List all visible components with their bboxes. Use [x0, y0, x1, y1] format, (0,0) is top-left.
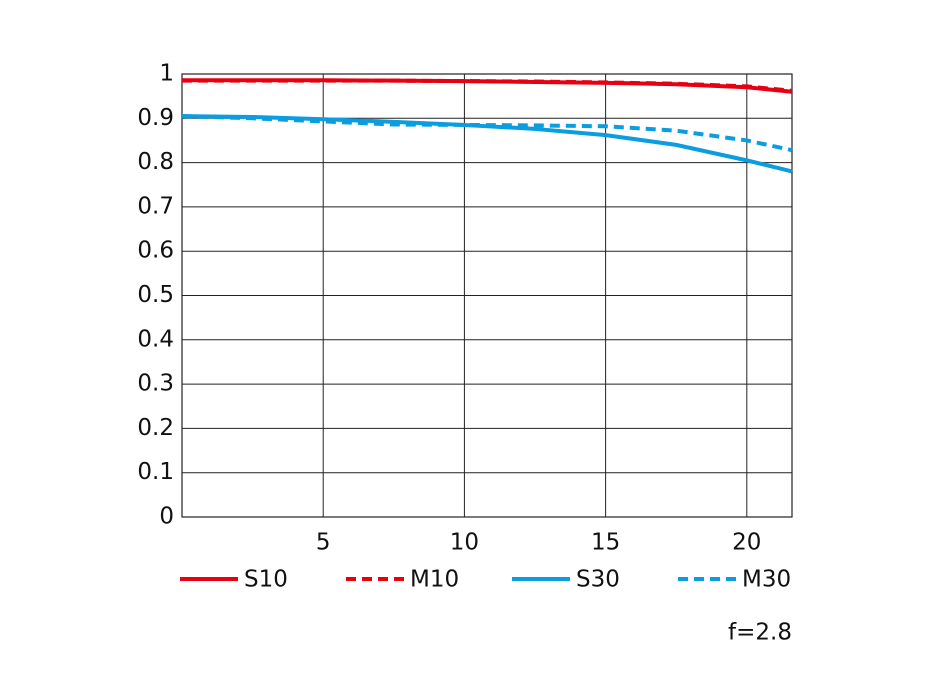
- y-tick-label: 0.2: [137, 415, 174, 441]
- y-tick-label: 0.3: [137, 371, 174, 397]
- series-line: [181, 114, 793, 153]
- y-tick-label: 0.1: [137, 459, 174, 485]
- legend-label: S10: [244, 567, 288, 593]
- y-tick-label: 0.9: [137, 105, 174, 131]
- legend-label: S30: [576, 567, 620, 593]
- y-tick-label: 0.4: [137, 326, 174, 352]
- x-tick-label: 5: [316, 530, 331, 556]
- series-line: [182, 78, 793, 93]
- y-tick-label: 0: [159, 504, 174, 530]
- x-tick-label: 10: [450, 530, 479, 556]
- legend-label: M10: [410, 567, 459, 593]
- y-tick-label: 0.7: [137, 193, 174, 219]
- x-tick-label: 20: [732, 530, 761, 556]
- y-tick-label: 0.8: [137, 149, 174, 175]
- y-tick-label: 1: [159, 61, 174, 87]
- legend-label: M30: [742, 567, 791, 593]
- y-tick-label: 0.5: [137, 282, 174, 308]
- y-tick-label: 0.6: [137, 238, 174, 264]
- x-tick-label: 15: [591, 530, 620, 556]
- annotation: f=2.8: [728, 620, 792, 646]
